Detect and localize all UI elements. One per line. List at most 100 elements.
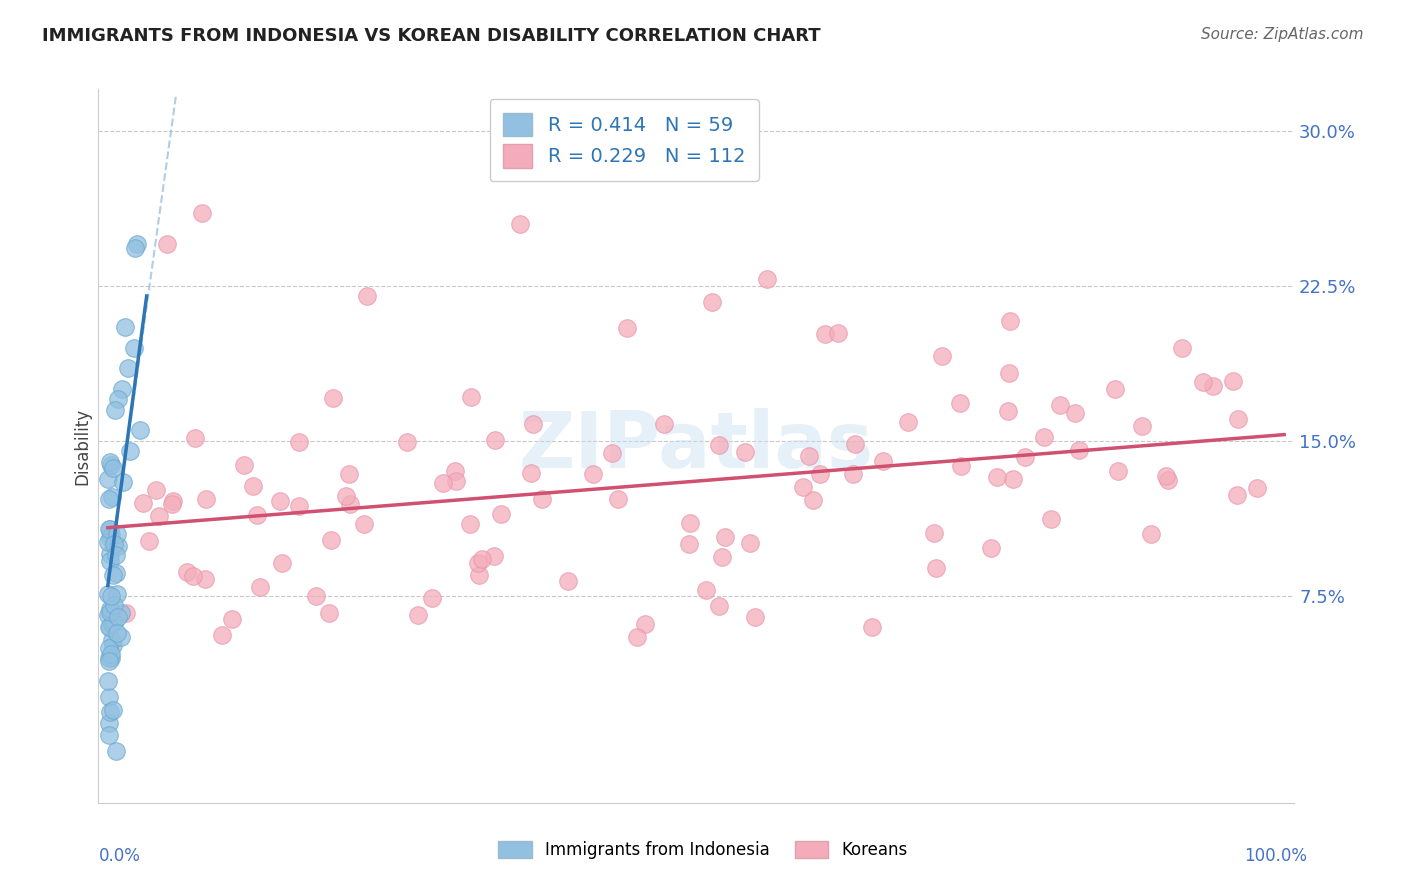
Point	[97, 716, 120, 731]
Point	[446, 475, 468, 489]
Point	[827, 326, 849, 340]
Point	[105, 566, 128, 581]
Point	[678, 537, 700, 551]
Point	[557, 574, 579, 588]
Point	[1226, 412, 1249, 426]
Point	[616, 321, 638, 335]
Point	[652, 417, 675, 431]
Point	[271, 556, 294, 570]
Legend: R = 0.414   N = 59, R = 0.229   N = 112: R = 0.414 N = 59, R = 0.229 N = 112	[489, 99, 759, 181]
Point	[582, 467, 605, 481]
Point	[471, 552, 494, 566]
Point	[484, 549, 506, 564]
Point	[105, 626, 128, 640]
Point	[148, 509, 170, 524]
Point	[242, 479, 264, 493]
Point	[249, 580, 271, 594]
Point	[127, 237, 149, 252]
Point	[530, 491, 553, 506]
Point	[100, 651, 122, 665]
Point	[138, 533, 160, 548]
Point	[319, 533, 342, 548]
Point	[114, 320, 136, 334]
Point	[132, 496, 155, 510]
Point	[792, 480, 814, 494]
Point	[107, 539, 129, 553]
Point	[949, 458, 972, 473]
Point	[98, 651, 121, 665]
Point	[602, 446, 624, 460]
Point	[97, 728, 120, 742]
Point	[98, 705, 121, 719]
Point	[702, 294, 724, 309]
Point	[105, 744, 128, 758]
Point	[634, 617, 657, 632]
Point	[395, 435, 418, 450]
Point	[356, 289, 378, 303]
Point	[1222, 375, 1244, 389]
Point	[101, 703, 124, 717]
Point	[100, 528, 122, 542]
Point	[100, 490, 122, 504]
Point	[986, 469, 1008, 483]
Point	[194, 573, 217, 587]
Point	[808, 467, 831, 481]
Point	[998, 314, 1021, 328]
Point	[97, 491, 120, 506]
Point	[98, 532, 121, 546]
Point	[520, 466, 543, 480]
Text: 0.0%: 0.0%	[98, 847, 141, 865]
Point	[98, 620, 121, 634]
Point	[695, 582, 717, 597]
Text: ZIPatlas: ZIPatlas	[519, 408, 873, 484]
Point	[432, 475, 454, 490]
Point	[97, 587, 120, 601]
Point	[1002, 472, 1025, 486]
Point	[444, 464, 467, 478]
Point	[801, 493, 824, 508]
Point	[406, 608, 429, 623]
Point	[176, 566, 198, 580]
Point	[103, 616, 125, 631]
Point	[98, 522, 121, 536]
Point	[931, 350, 953, 364]
Point	[101, 633, 124, 648]
Point	[755, 271, 778, 285]
Point	[842, 467, 865, 481]
Point	[211, 628, 233, 642]
Point	[100, 647, 122, 661]
Point	[98, 605, 121, 619]
Point	[191, 206, 214, 220]
Point	[980, 541, 1002, 555]
Point	[1064, 406, 1087, 420]
Point	[233, 458, 256, 473]
Point	[117, 361, 139, 376]
Point	[1171, 341, 1194, 355]
Text: 100.0%: 100.0%	[1244, 847, 1308, 865]
Point	[318, 606, 340, 620]
Point	[110, 630, 132, 644]
Point	[100, 455, 122, 469]
Point	[489, 508, 512, 522]
Point	[709, 599, 731, 614]
Point	[1140, 527, 1163, 541]
Point	[1130, 418, 1153, 433]
Point	[112, 475, 135, 490]
Point	[288, 435, 311, 450]
Point	[626, 630, 648, 644]
Point	[997, 404, 1019, 418]
Point	[122, 341, 145, 355]
Point	[115, 606, 138, 620]
Point	[97, 472, 120, 486]
Point	[128, 424, 150, 438]
Point	[120, 444, 142, 458]
Point	[1040, 512, 1063, 526]
Point	[101, 568, 124, 582]
Point	[1191, 375, 1213, 389]
Point	[949, 396, 972, 410]
Point	[124, 242, 146, 256]
Point	[337, 467, 360, 482]
Point	[221, 612, 243, 626]
Point	[183, 431, 205, 445]
Point	[422, 591, 444, 605]
